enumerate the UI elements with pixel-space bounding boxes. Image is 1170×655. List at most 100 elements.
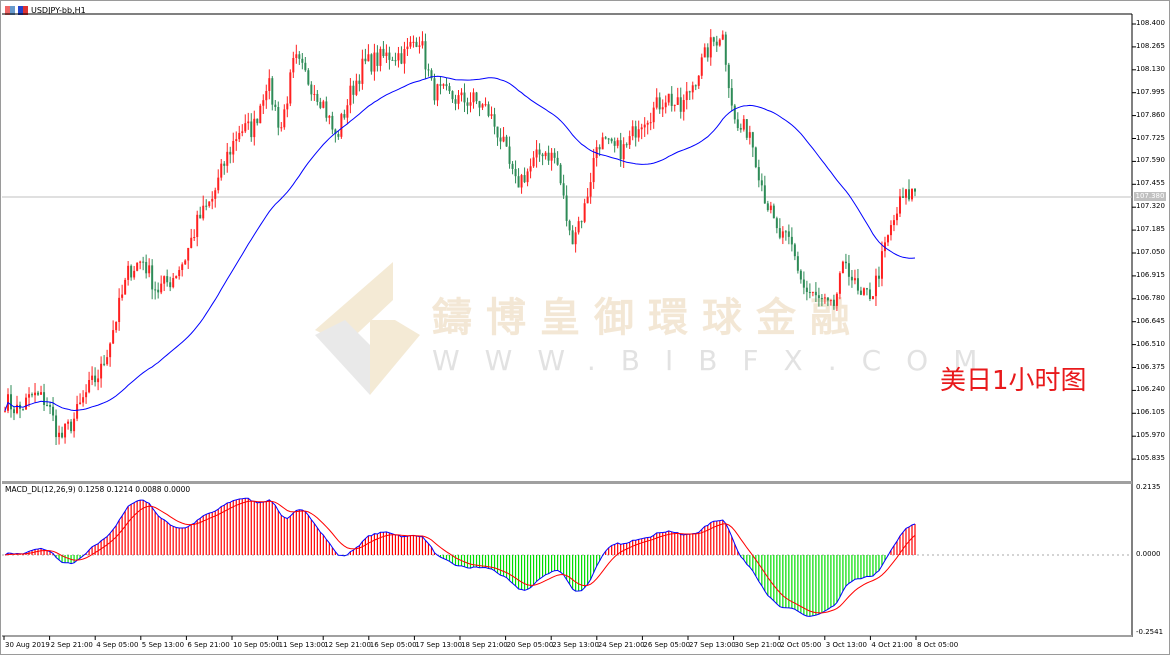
macd-histogram-bar [863, 555, 865, 578]
candle [187, 247, 190, 269]
macd-histogram-bar [94, 545, 96, 555]
candle [826, 297, 829, 307]
candle [34, 382, 37, 403]
candle [271, 76, 274, 111]
candle [847, 254, 850, 286]
macd-histogram-bar [866, 555, 868, 577]
macd-histogram-bar [599, 555, 601, 561]
macd-histogram-bar [64, 555, 66, 563]
moving-average-line [4, 75, 916, 412]
macd-histogram-bar [701, 529, 703, 555]
candle [628, 130, 631, 150]
macd-histogram-bar [791, 555, 793, 609]
macd-histogram-bar [271, 502, 273, 555]
candle [526, 168, 529, 187]
candle [910, 188, 913, 202]
candle [403, 41, 406, 74]
macd-histogram-bar [665, 532, 667, 555]
candle [820, 294, 823, 307]
macd-histogram-bar [364, 538, 366, 555]
macd-histogram-bar [815, 555, 817, 616]
candle [397, 46, 400, 68]
macd-histogram-bar [145, 502, 147, 555]
candle [697, 74, 700, 89]
candle [202, 195, 205, 221]
candle [520, 173, 523, 194]
candle [904, 188, 907, 205]
time-tick-label: 4 Oct 21:00 [871, 641, 913, 649]
macd-histogram-bar [250, 500, 252, 555]
candle [433, 73, 436, 105]
macd-histogram-bar [505, 555, 508, 578]
candle [655, 88, 658, 110]
macd-histogram-bar [659, 532, 661, 555]
macd-histogram-bar [698, 532, 700, 555]
macd-histogram-bar [761, 555, 763, 586]
macd-histogram-bar [289, 516, 291, 555]
macd-histogram-bar [307, 515, 309, 555]
macd-histogram-bar [85, 553, 87, 555]
macd-histogram-bar [662, 532, 664, 555]
candle [700, 53, 703, 80]
macd-histogram-bar [797, 555, 799, 612]
macd-histogram-bar [97, 543, 99, 555]
candle [355, 73, 358, 97]
candle [892, 214, 895, 232]
price-tick-label: 106.510 [1136, 339, 1165, 348]
candle [874, 268, 877, 307]
macd-histogram-bar [671, 531, 673, 555]
candle [184, 259, 187, 265]
candle [808, 283, 811, 299]
macd-histogram-bar [475, 555, 478, 568]
candle [778, 218, 781, 240]
candle [625, 142, 628, 148]
candle [130, 264, 133, 281]
macd-histogram-bar [617, 542, 619, 555]
candle [295, 44, 298, 64]
candle [427, 63, 430, 77]
macd-histogram-bar [713, 521, 715, 555]
candle [97, 369, 100, 391]
macd-histogram-bar [67, 555, 69, 563]
candle [838, 271, 841, 300]
macd-histogram-bar [139, 500, 141, 555]
candle [637, 120, 640, 142]
macd-histogram-bar [794, 555, 796, 610]
macd-histogram-bar [490, 555, 493, 570]
candle [316, 90, 319, 106]
candle [394, 52, 397, 66]
macd-histogram-bar [523, 555, 526, 591]
macd-histogram-bar [707, 525, 709, 555]
macd-histogram-bar [878, 555, 880, 571]
macd-histogram-bar [620, 544, 622, 555]
candle [364, 48, 367, 65]
candle [490, 106, 493, 119]
macd-histogram-bar [538, 555, 541, 579]
candle [709, 29, 712, 66]
candle [205, 199, 208, 211]
macd-histogram-bar [172, 526, 174, 555]
candle [175, 275, 178, 279]
candle [622, 137, 625, 168]
macd-histogram-bar [842, 555, 844, 592]
candle [139, 260, 142, 270]
candle [769, 201, 772, 214]
macd-histogram-bar [106, 536, 108, 555]
macd-histogram-bar [611, 545, 613, 555]
candle [49, 401, 52, 415]
candle [442, 83, 445, 89]
candle [733, 103, 736, 124]
candle [352, 80, 355, 104]
macd-histogram-bar [788, 555, 790, 608]
time-tick-label: 24 Sep 21:00 [597, 641, 645, 649]
macd-histogram-bar [560, 555, 562, 573]
candle [31, 392, 34, 398]
candle [907, 179, 910, 202]
macd-histogram-bar [578, 555, 580, 591]
macd-histogram-bar [136, 500, 138, 555]
candle [553, 148, 556, 164]
candle [13, 405, 16, 421]
candle [94, 367, 97, 387]
